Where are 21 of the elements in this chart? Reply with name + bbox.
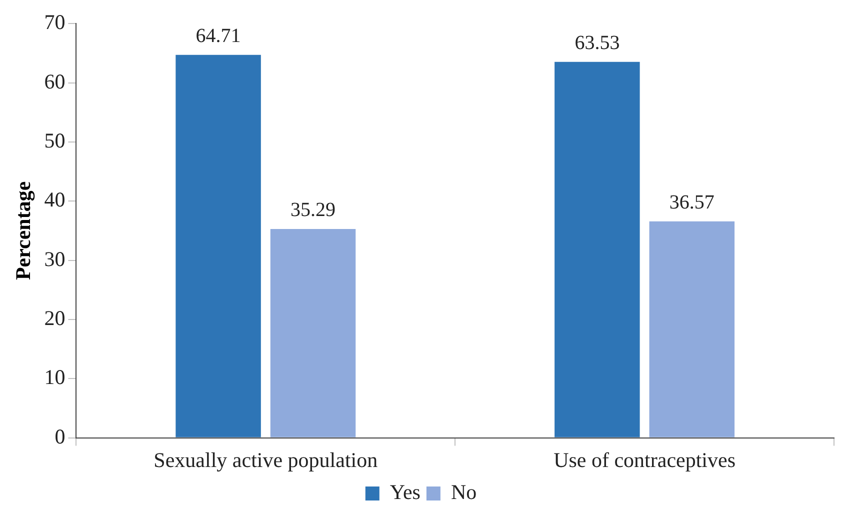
data-label: 35.29 [290,199,336,222]
y-tick-label: 50 [44,128,66,152]
y-tick-label: 70 [44,10,66,34]
bar [649,221,735,438]
legend-label: No [450,480,477,504]
data-label: 63.53 [574,32,620,54]
y-tick-label: 30 [44,246,66,271]
bar [554,62,640,438]
x-tick-label: Use of contraceptives [554,448,736,472]
y-tick-label: 20 [44,306,66,330]
y-tick-label: 10 [44,365,66,390]
data-label: 36.57 [669,192,714,214]
x-tick-label: Sexually active population [154,448,378,472]
data-label: 64.71 [196,25,241,48]
y-tick-label: 40 [44,188,66,212]
y-tick-label: 60 [44,69,66,94]
legend-label: Yes [390,480,420,504]
y-axis-title: Percentage [11,181,36,280]
bar [176,54,261,438]
bar [270,228,356,438]
y-tick-label: 0 [54,424,66,448]
